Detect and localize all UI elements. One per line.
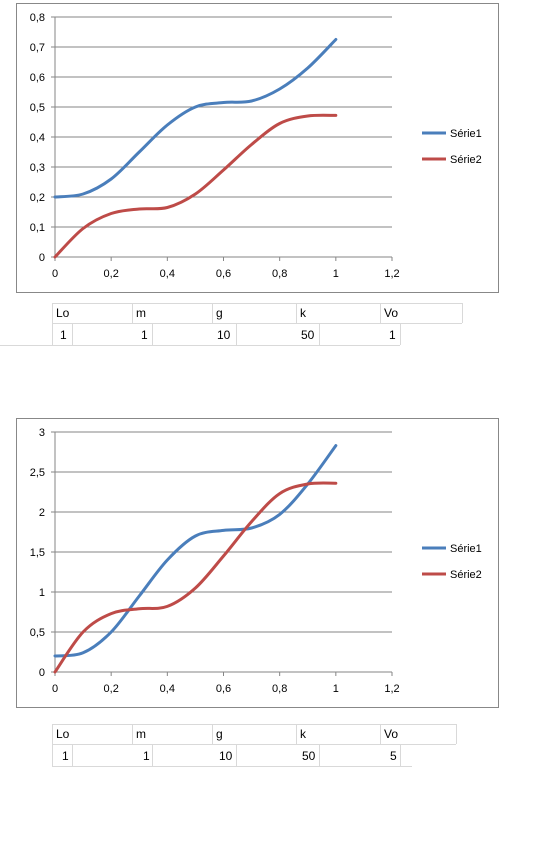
x-tick-label: 0: [52, 268, 58, 280]
y-tick-label: 0,6: [30, 72, 45, 84]
legend-label-2: Série2: [450, 569, 482, 581]
y-tick-label: 1: [39, 587, 45, 599]
table-2-header-lo: Lo: [56, 727, 70, 741]
table-2-value-m: 1: [143, 749, 150, 763]
series-line-2: [53, 113, 338, 259]
x-tick-label: 0,2: [104, 683, 119, 695]
y-tick-label: 0,5: [30, 627, 45, 639]
x-tick-label: 0: [52, 683, 58, 695]
series-line-1: [53, 444, 338, 658]
chart-1-plot: 0 0,1 0,2 0,3 0,4 0,5 0,6 0,7 0,8 0 0,2 0,4 0,6 0,8 1 1…: [30, 12, 482, 280]
table-1-header-m: m: [136, 306, 146, 320]
x-tick-label: 0,6: [216, 268, 231, 280]
table-2-header-g: g: [216, 727, 223, 741]
table-1-header-lo: Lo: [56, 306, 70, 320]
y-tick-label: 0,4: [30, 132, 45, 144]
x-tick-label: 1,2: [384, 683, 399, 695]
table-2-value-g: 10: [219, 749, 233, 763]
x-tick-label: 0,8: [272, 268, 287, 280]
x-tick-label: 0,4: [160, 683, 175, 695]
table-2-value-vo: 5: [390, 749, 397, 763]
series-line-2: [53, 481, 338, 674]
param-table-2: Lo m g k Vo 1 1 10 50 5: [0, 724, 536, 769]
y-tick-label: 1,5: [30, 547, 45, 559]
table-1-value-vo: 1: [389, 328, 396, 342]
y-tick-label: 3: [39, 427, 45, 439]
table-1-header-k: k: [300, 306, 306, 320]
y-tick-label: 0,8: [30, 12, 45, 24]
table-1-value-g: 10: [217, 328, 231, 342]
table-2-header-vo: Vo: [384, 727, 399, 741]
table-1-header-vo: Vo: [384, 306, 399, 320]
chart-2: 0 0,5 1 1,5 2 2,5 3 0 0,2 0,4 0,6 0,8 1 1,2 Série1 Séri…: [16, 418, 499, 708]
y-tick-label: 2,5: [30, 467, 45, 479]
table-2-header-m: m: [136, 727, 146, 741]
table-1-value-lo: 1: [60, 328, 67, 342]
table-2-header-k: k: [300, 727, 306, 741]
legend-label-1: Série1: [450, 128, 482, 140]
y-tick-label: 0,5: [30, 102, 45, 114]
table-1-value-m: 1: [141, 328, 148, 342]
x-tick-label: 1: [333, 683, 339, 695]
y-tick-label: 0: [39, 252, 45, 264]
y-tick-label: 0: [39, 667, 45, 679]
y-tick-label: 0,3: [30, 162, 45, 174]
x-tick-label: 0,8: [272, 683, 287, 695]
chart-2-plot: 0 0,5 1 1,5 2 2,5 3 0 0,2 0,4 0,6 0,8 1 1,2 Série1 Séri…: [30, 427, 482, 695]
legend-label-1: Série1: [450, 543, 482, 555]
y-tick-label: 2: [39, 507, 45, 519]
legend-label-2: Série2: [450, 154, 482, 166]
x-tick-label: 0,6: [216, 683, 231, 695]
y-tick-label: 0,7: [30, 42, 45, 54]
table-1-value-k: 50: [301, 328, 315, 342]
x-tick-label: 0,2: [104, 268, 119, 280]
series-line-1: [53, 38, 338, 199]
x-tick-label: 1,2: [384, 268, 399, 280]
x-tick-label: 0,4: [160, 268, 175, 280]
chart-1: 0 0,1 0,2 0,3 0,4 0,5 0,6 0,7 0,8 0 0,2 0,4 0,6 0,8 1 1…: [16, 3, 499, 293]
param-table-1: Lo m g k Vo 1 1 10 50 1: [0, 303, 536, 348]
x-tick-label: 1: [333, 268, 339, 280]
table-1-header-g: g: [216, 306, 223, 320]
table-2-value-lo: 1: [62, 749, 69, 763]
y-tick-label: 0,2: [30, 192, 45, 204]
table-2-value-k: 50: [302, 749, 316, 763]
y-tick-label: 0,1: [30, 222, 45, 234]
